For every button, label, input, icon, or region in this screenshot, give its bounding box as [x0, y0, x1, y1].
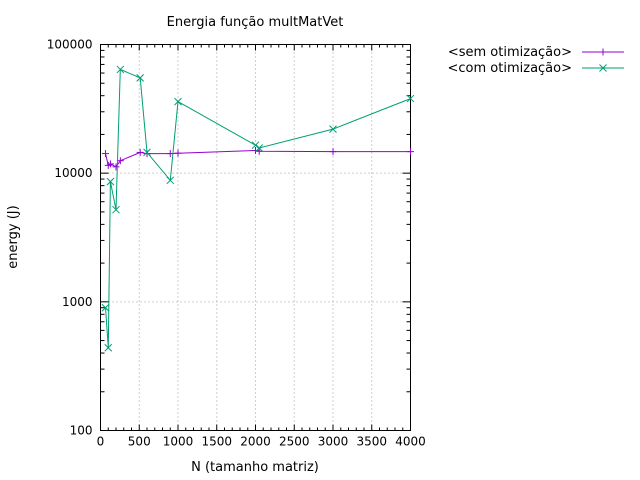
legend-label: <sem otimização> — [448, 45, 572, 60]
data-point-sem-otimizacao — [101, 150, 109, 158]
data-point-sem-otimizacao — [174, 149, 182, 157]
series-line-com-otimizacao — [105, 68, 411, 348]
series-line-sem-otimizacao — [105, 149, 411, 168]
y-tick-label: 1000 — [62, 295, 93, 309]
series-sem-otimizacao — [101, 147, 414, 171]
data-point-sem-otimizacao — [116, 157, 124, 165]
y-tick-label: 100000 — [47, 38, 93, 52]
data-point-com-otimizacao — [136, 74, 145, 82]
x-tick-label: 4000 — [395, 435, 426, 449]
legend-label: <com otimização> — [448, 61, 572, 76]
data-point-com-otimizacao — [251, 141, 260, 150]
data-point-com-otimizacao — [406, 94, 415, 103]
data-point-sem-otimizacao — [252, 147, 259, 155]
legend-entry-com-otimizacao: <com otimização> — [448, 61, 624, 76]
data-point-sem-otimizacao — [255, 147, 263, 155]
x-tick-label: 1000 — [163, 435, 194, 449]
legend-entry-sem-otimizacao: <sem otimização> — [448, 45, 624, 60]
data-point-com-otimizacao — [174, 97, 182, 106]
legend: <sem otimização><com otimização> — [448, 45, 624, 76]
x-tick-labels: 0 500 1000 1500 2000 2500 3000 3500 4000 — [97, 435, 426, 449]
data-point-sem-otimizacao — [136, 148, 144, 156]
data-point-com-otimizacao — [106, 177, 115, 186]
x-tick-label: 1500 — [201, 435, 232, 449]
grid — [100, 44, 411, 431]
legend-marker — [599, 48, 607, 56]
data-point-com-otimizacao — [166, 176, 175, 185]
series-com-otimizacao — [101, 65, 415, 352]
y-tick-labels: 100 1000 10000 100000 — [47, 38, 93, 438]
y-axis-label: energy (J) — [6, 205, 21, 268]
series-layer — [101, 65, 415, 352]
data-point-sem-otimizacao — [407, 148, 414, 156]
data-point-com-otimizacao — [112, 205, 120, 214]
data-point-com-otimizacao — [255, 144, 264, 152]
data-point-sem-otimizacao — [112, 163, 120, 171]
chart-title: Energia função multMatVet — [167, 15, 344, 30]
axis-ticks — [100, 44, 411, 431]
x-tick-label: 2000 — [240, 435, 271, 449]
data-point-sem-otimizacao — [106, 160, 114, 168]
x-tick-label: 2500 — [279, 435, 310, 449]
legend-marker — [599, 64, 607, 72]
x-tick-label: 500 — [128, 435, 151, 449]
data-point-com-otimizacao — [143, 148, 151, 157]
x-axis-label: N (tamanho matriz) — [191, 460, 319, 475]
data-point-sem-otimizacao — [329, 148, 337, 156]
x-tick-label: 0 — [97, 435, 105, 449]
data-point-com-otimizacao — [329, 125, 337, 133]
data-point-com-otimizacao — [101, 303, 110, 312]
y-tick-label: 10000 — [54, 166, 92, 180]
y-tick-label: 100 — [70, 424, 93, 438]
x-tick-label: 3500 — [356, 435, 387, 449]
x-tick-label: 3000 — [318, 435, 349, 449]
data-point-com-otimizacao — [104, 343, 113, 352]
data-point-com-otimizacao — [116, 65, 125, 74]
